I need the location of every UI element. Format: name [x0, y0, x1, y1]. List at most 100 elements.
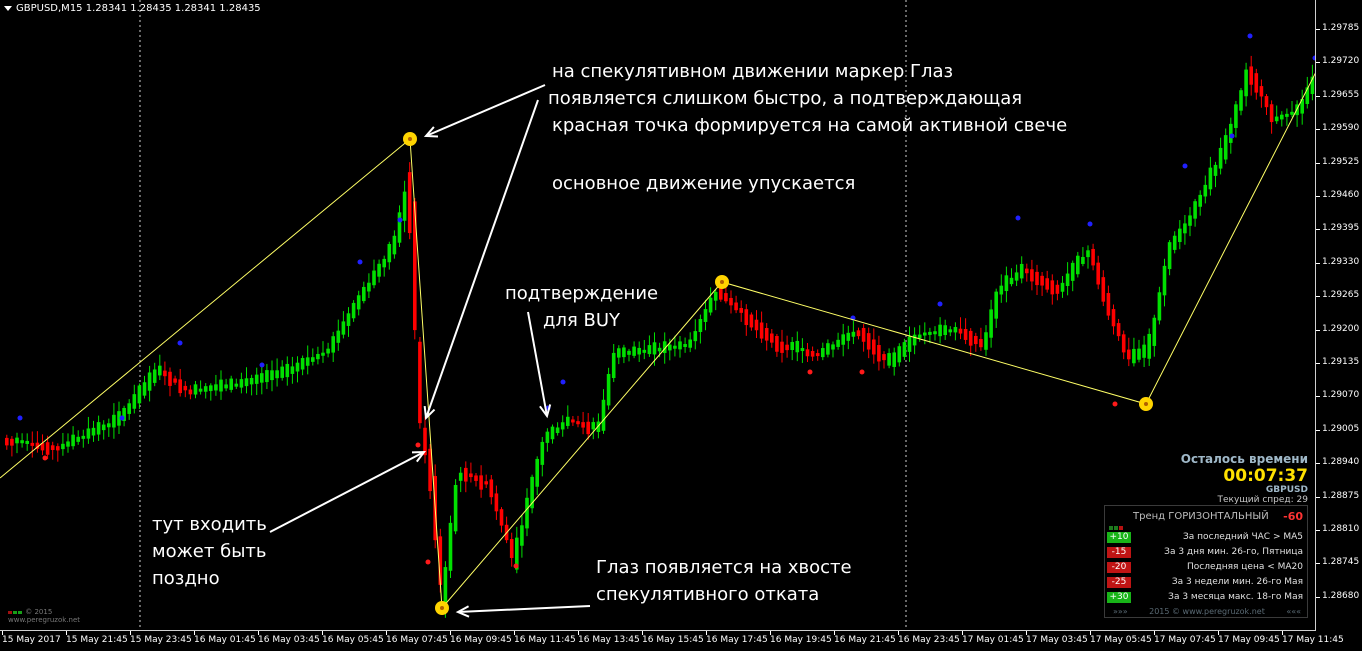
candle-body: [943, 325, 947, 336]
candle-body: [413, 201, 417, 331]
candle-body: [1127, 349, 1131, 360]
time-tick-label: 17 May 11:45: [1282, 631, 1344, 645]
candle-body: [112, 414, 116, 428]
candle-body: [693, 331, 698, 342]
candle-body: [1310, 76, 1315, 94]
candle-body: [346, 313, 351, 326]
candle-body: [509, 539, 514, 558]
candle-body: [1172, 235, 1177, 250]
candle-body: [107, 423, 111, 428]
candle-body: [1269, 104, 1274, 123]
candle-body: [515, 537, 519, 570]
fractal-up-dot: [119, 415, 125, 421]
fractal-up-dot: [1229, 133, 1235, 139]
candle-body: [86, 428, 91, 439]
fractal-up-dot: [1182, 163, 1188, 169]
candle-body: [892, 352, 896, 367]
eye-pupil-icon: [720, 280, 724, 284]
candle-body: [484, 481, 488, 485]
price-tick-label: 1.28940: [1315, 457, 1360, 468]
candle-body: [448, 522, 453, 571]
candle-body: [152, 369, 157, 383]
candle-body: [877, 345, 881, 362]
candle-body: [464, 467, 468, 482]
fractal-up-dot: [17, 415, 23, 421]
fractal-down-dot: [859, 369, 865, 375]
candle-body: [999, 285, 1004, 295]
candle-body: [300, 358, 305, 370]
candle-body: [382, 258, 386, 268]
fractal-up-dot: [259, 362, 265, 368]
candle-body: [418, 341, 422, 424]
candle-body: [392, 235, 397, 255]
time-tick-label: 16 May 17:45: [706, 631, 768, 645]
candle-body: [362, 286, 366, 302]
zigzag-line: [0, 72, 1315, 610]
candle-body: [142, 382, 147, 396]
candle-body: [50, 445, 55, 450]
time-tick-label: 16 May 05:45: [322, 631, 384, 645]
candle-body: [979, 338, 983, 348]
logo: © 2015 www.peregruzok.net: [8, 608, 80, 624]
time-tick-label: 17 May 09:45: [1218, 631, 1280, 645]
candle-body: [1162, 265, 1167, 296]
price-tick-label: 1.29135: [1315, 357, 1360, 367]
signal-label: За 3 недели мин. 26-го Мая: [1171, 577, 1303, 587]
fractal-down-dot: [1112, 401, 1118, 407]
candle-body: [91, 427, 96, 436]
candle-body: [326, 348, 330, 354]
footer-arrows-left: »»»: [1113, 607, 1128, 616]
candle-body: [321, 352, 325, 356]
annotation-line: красная точка формируется на самой актив…: [552, 115, 1068, 136]
candle-body: [101, 424, 106, 431]
candle-body: [968, 330, 973, 346]
candle-body: [1014, 272, 1019, 281]
candle-body: [402, 191, 407, 221]
candle-body: [764, 328, 769, 341]
candle-body: [1065, 273, 1070, 286]
candle-body: [203, 386, 208, 392]
candle-body: [499, 509, 504, 526]
arrowhead-icon: [411, 450, 427, 463]
candle-body: [846, 332, 851, 341]
candle-body: [127, 403, 131, 414]
candle-body: [71, 434, 75, 447]
trend-value: -60: [1283, 510, 1303, 523]
candle-body: [540, 441, 545, 465]
candle-body: [831, 344, 835, 350]
candle-body: [601, 399, 606, 431]
price-axis[interactable]: 1.29785 1.29720 1.29655 1.29590 1.29525 1.294…: [1315, 0, 1362, 631]
candle-body: [270, 370, 274, 381]
candle-body: [1096, 262, 1100, 285]
panel-symbol: GBPUSD: [1265, 485, 1308, 495]
candle-body: [1132, 348, 1136, 364]
candle-body: [566, 416, 570, 426]
candle-body: [688, 339, 692, 348]
candle-body: [1137, 348, 1141, 360]
candle-body: [458, 472, 463, 481]
candle-body: [581, 422, 585, 428]
fractal-up-dot: [177, 340, 183, 346]
fractal-up-dot: [357, 259, 363, 265]
candle-body: [571, 419, 575, 423]
dropdown-triangle-icon[interactable]: [4, 5, 12, 11]
fractal-down-dot: [42, 455, 48, 461]
annotation-eye-too-fast: на спекулятивном движении маркер Глаз по…: [548, 58, 1068, 139]
candle-body: [35, 442, 40, 449]
candle-body: [244, 378, 249, 387]
panel-footer: »»» 2015 © www.peregruzok.net «««: [1105, 607, 1309, 616]
arrowhead-icon: [455, 605, 470, 618]
arrowhead-icon: [539, 404, 552, 419]
time-axis[interactable]: 15 May 2017 15 May 21:45 15 May 23:45 16 Ma…: [0, 631, 1344, 651]
symbol-header[interactable]: GBPUSD,M15 1.28341 1.28435 1.28341 1.284…: [4, 3, 261, 14]
candle-body: [606, 373, 611, 406]
candle-body: [1203, 184, 1208, 197]
trend-box: Тренд ГОРИЗОНТАЛЬНЫЙ -60 +10 За последни…: [1104, 505, 1308, 618]
chart-area[interactable]: GBPUSD,M15 1.28341 1.28435 1.28341 1.284…: [0, 0, 1316, 631]
candle-body: [994, 291, 998, 319]
time-tick-label: 16 May 19:45: [770, 631, 832, 645]
candle-body: [678, 341, 682, 350]
candle-body: [158, 365, 162, 376]
candle-body: [668, 344, 672, 351]
candle-body: [1244, 69, 1248, 97]
